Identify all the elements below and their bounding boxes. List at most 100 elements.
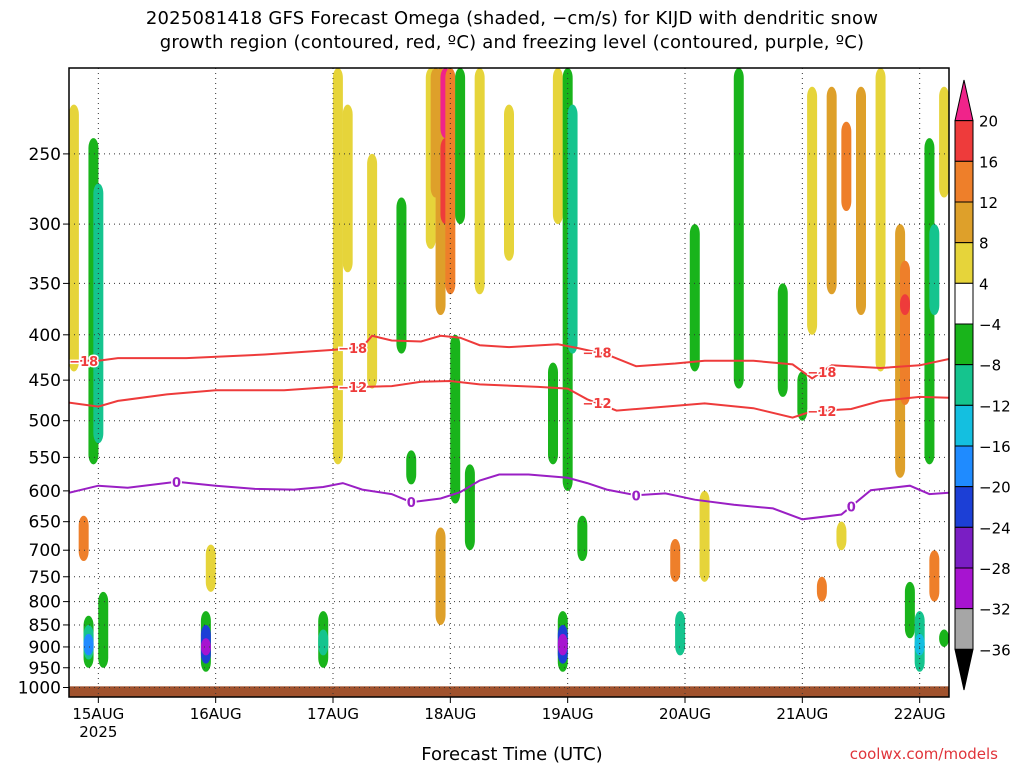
plot-frame — [68, 67, 950, 698]
colorbar-segment — [954, 242, 974, 284]
y-tick-label: 350 — [29, 274, 61, 294]
contour-label: −18 — [338, 342, 367, 357]
y-tick-label: 700 — [29, 541, 61, 561]
omega-shading-cell — [455, 68, 466, 225]
y-tick-label: 500 — [29, 412, 61, 432]
omega-shading-cell — [205, 544, 216, 592]
x-tick-sublabel: 2025 — [79, 723, 117, 741]
colorbar-segment — [954, 608, 974, 650]
x-tick-label: 21AUG — [776, 705, 828, 723]
omega-shading-cell — [78, 515, 89, 562]
x-tick-label: 17AUG — [307, 705, 359, 723]
y-tick-label: 1000 — [18, 678, 61, 698]
y-tick-label: 950 — [29, 659, 61, 679]
omega-shading-cell — [777, 283, 788, 397]
ground-terrain — [69, 686, 949, 697]
omega-shading-cell — [807, 86, 818, 335]
omega-shading-cell — [841, 121, 852, 212]
x-tick-label: 15AUG — [72, 705, 124, 723]
omega-shading-cell — [464, 464, 475, 551]
x-tick-label: 22AUG — [894, 705, 946, 723]
contour-line — [69, 334, 949, 380]
omega-shading-cell — [939, 86, 949, 198]
x-tick-label: 19AUG — [542, 705, 594, 723]
omega-shading-cell — [552, 68, 563, 225]
colorbar-label: −16 — [979, 438, 1011, 456]
y-tick-label: 600 — [29, 482, 61, 502]
colorbar-label: −20 — [979, 479, 1011, 497]
contour-label: 0 — [172, 476, 181, 491]
contour-label: −12 — [807, 405, 836, 420]
colorbar-label: 12 — [979, 194, 998, 212]
colorbar-arrow-top — [954, 79, 974, 122]
omega-shading-cell — [816, 576, 827, 602]
contour-label: −18 — [69, 355, 98, 370]
colorbar-segment — [954, 445, 974, 488]
x-tick-label: 20AUG — [659, 705, 711, 723]
y-tick-label: 250 — [29, 145, 61, 165]
omega-shading-cell — [332, 68, 343, 465]
omega-shading-cell — [548, 362, 558, 465]
contour-label: 0 — [632, 489, 641, 504]
colorbar-segment — [954, 404, 974, 447]
omega-shading-cell — [689, 224, 700, 372]
omega-shading-cell — [445, 68, 456, 295]
plot-area: −18 −18 −18 −18 −12 −12 −12 0 0 0 0 — [69, 68, 949, 697]
omega-shading-cell — [396, 197, 407, 354]
omega-shading-cell — [914, 633, 925, 656]
colorbar-segment — [954, 364, 974, 406]
colorbar-label: 4 — [979, 275, 989, 293]
omega-shading-cell — [856, 86, 866, 316]
omega-shading-cell — [318, 629, 329, 656]
colorbar-arrow-bottom — [954, 648, 974, 691]
colorbar-segment — [954, 526, 974, 569]
colorbar-segment — [954, 323, 974, 366]
credit-link[interactable]: coolwx.com/models — [849, 745, 998, 763]
y-tick-label: 850 — [29, 616, 61, 636]
omega-shading-cell — [900, 260, 910, 405]
omega-shading-cell — [504, 104, 514, 261]
contour-label: 0 — [407, 496, 416, 511]
omega-shading-cell — [450, 334, 461, 504]
colorbar-segment — [954, 486, 974, 528]
omega-shading-cell — [733, 68, 744, 389]
y-tick-label: 750 — [29, 568, 61, 588]
colorbar-segment — [954, 201, 974, 244]
y-tick-label: 300 — [29, 215, 61, 235]
omega-shading-cell — [567, 104, 578, 354]
contour-line — [69, 473, 949, 521]
omega-shading-cell — [435, 527, 446, 625]
contour-label: 0 — [847, 501, 856, 516]
omega-shading-cell — [474, 68, 485, 295]
colorbar-label: −24 — [979, 519, 1011, 537]
omega-shading-cell — [836, 521, 847, 551]
colorbar-label: 8 — [979, 235, 989, 253]
omega-shading-cell — [929, 550, 940, 602]
omega-shading-cell — [98, 591, 109, 668]
omega-shading-cell — [929, 224, 940, 316]
omega-shading-cell — [342, 104, 353, 273]
colorbar-segment — [954, 282, 974, 325]
omega-shading-cell — [675, 611, 686, 656]
colorbar-label: −28 — [979, 560, 1011, 578]
omega-shading-cell — [670, 539, 681, 582]
contour-line — [69, 379, 949, 419]
x-axis-title: Forecast Time (UTC) — [421, 744, 603, 765]
colorbar-label: −36 — [979, 641, 1011, 659]
omega-shading-cell — [826, 86, 837, 295]
omega-shading-cell — [557, 633, 568, 656]
y-tick-label: 650 — [29, 513, 61, 533]
omega-shading-cell — [939, 629, 949, 647]
colorbar-label: 16 — [979, 153, 998, 171]
contour-label: −12 — [338, 381, 367, 396]
colorbar-segment — [954, 567, 974, 610]
chart-title-line1: 2025081418 GFS Forecast Omega (shaded, −… — [145, 8, 879, 29]
x-tick-label: 18AUG — [424, 705, 476, 723]
contour-label: −18 — [807, 366, 836, 381]
colorbar-segment — [954, 160, 974, 203]
contour-label: −12 — [583, 397, 612, 412]
y-tick-label: 450 — [29, 371, 61, 391]
omega-shading-cell — [900, 294, 910, 316]
contour-label: −18 — [583, 346, 612, 361]
colorbar-label: −4 — [979, 316, 1001, 334]
